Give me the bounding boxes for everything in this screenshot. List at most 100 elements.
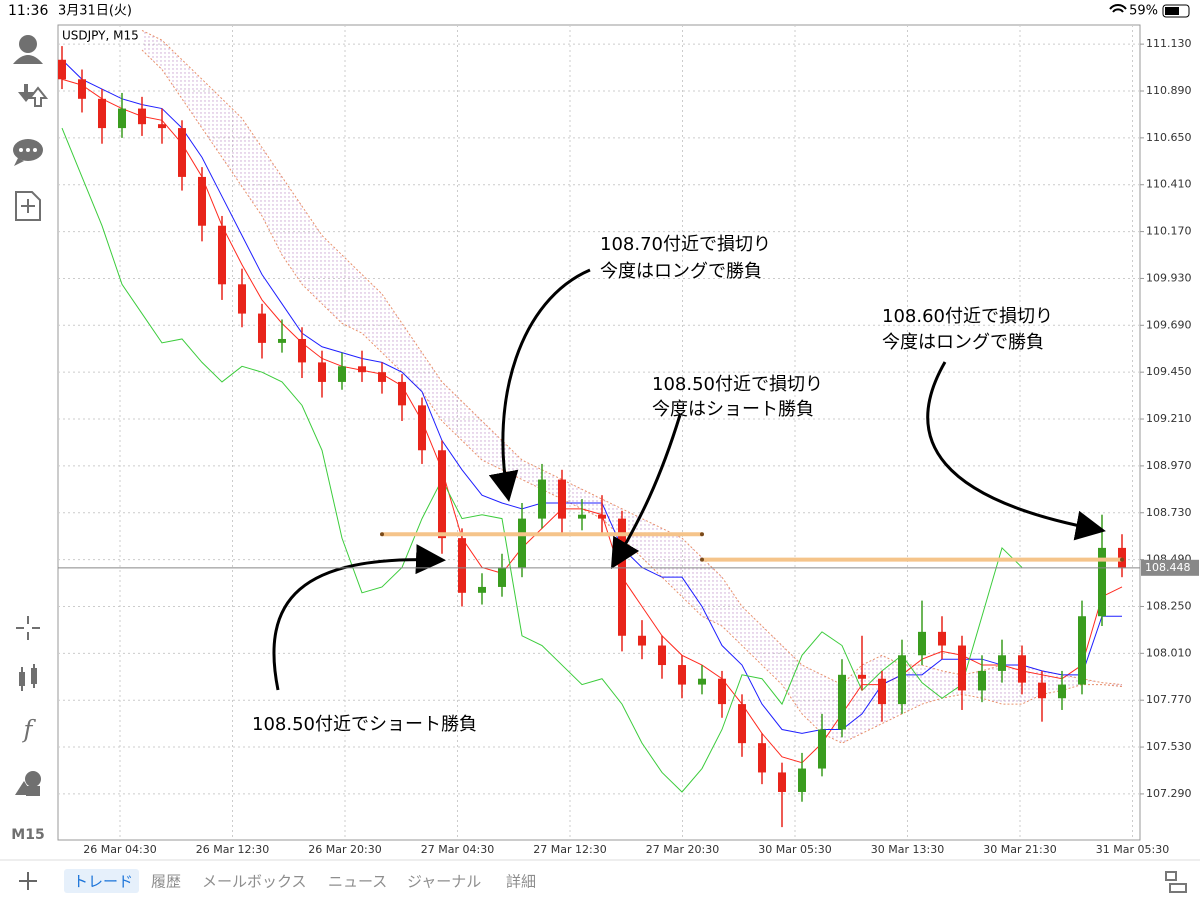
x-tick-label: 26 Mar 12:30 <box>196 843 269 856</box>
candle-body <box>958 645 966 691</box>
annotation-text: 108.70付近で損切り <box>600 234 771 255</box>
candle-body <box>878 678 886 705</box>
candle-body <box>318 362 326 382</box>
candle-body <box>558 479 566 519</box>
candle-body <box>838 674 846 730</box>
candle-body <box>418 405 426 451</box>
tab[interactable]: 履歴 <box>151 873 181 891</box>
candle-body <box>158 124 166 129</box>
indicator-icon[interactable]: f <box>22 716 37 744</box>
objects-icon[interactable] <box>15 771 41 796</box>
y-tick-label: 110.170 <box>1146 225 1192 238</box>
status-date: 3月31日(火) <box>58 4 132 19</box>
trade-icon[interactable] <box>18 84 49 107</box>
y-tick-label: 111.130 <box>1146 37 1192 50</box>
crosshair-icon[interactable] <box>16 616 40 640</box>
annotation-text: 今度はショート勝負 <box>652 399 814 420</box>
chart-type-icon[interactable] <box>19 664 37 691</box>
account-icon[interactable] <box>13 35 43 64</box>
x-tick-label: 30 Mar 21:30 <box>983 843 1056 856</box>
chart-frame <box>57 24 1141 841</box>
battery-level <box>1165 7 1179 15</box>
annotation-text: 108.60付近で損切り <box>882 306 1053 327</box>
y-tick-label: 110.890 <box>1146 84 1192 97</box>
wifi-icon <box>1109 4 1127 13</box>
candle-body <box>938 631 946 646</box>
x-tick-label: 27 Mar 12:30 <box>533 843 606 856</box>
candle-body <box>278 338 286 343</box>
candle-body <box>538 479 546 519</box>
candle-body <box>258 313 266 343</box>
y-tick-label: 107.530 <box>1146 740 1192 753</box>
arrow <box>272 544 446 691</box>
candle-body <box>218 225 226 285</box>
tab[interactable]: 詳細 <box>506 873 536 891</box>
tab[interactable]: ジャーナル <box>407 873 481 891</box>
candle-body <box>578 514 586 519</box>
x-tick-label: 27 Mar 04:30 <box>421 843 494 856</box>
candle-body <box>378 372 386 382</box>
candle-body <box>138 108 146 125</box>
annotation-text: 108.50付近でショート勝負 <box>252 714 477 735</box>
level-anchor <box>1120 557 1124 562</box>
x-tick-label: 26 Mar 20:30 <box>308 843 381 856</box>
y-tick-label: 108.730 <box>1146 506 1192 519</box>
candle-body <box>758 743 766 773</box>
y-tick-label: 110.650 <box>1146 131 1192 144</box>
candle-body <box>1038 682 1046 699</box>
annotation-text: 今度はロングで勝負 <box>600 261 762 282</box>
tab[interactable]: ニュース <box>328 873 387 891</box>
chat-icon[interactable] <box>13 139 43 166</box>
y-tick-label: 108.250 <box>1146 599 1192 612</box>
candle-body <box>78 79 86 99</box>
candle-body <box>1018 655 1026 683</box>
candle-body <box>178 128 186 177</box>
candle-body <box>518 518 526 568</box>
status-time: 11:36 <box>8 3 48 19</box>
arrow <box>610 414 682 570</box>
candle-body <box>98 98 106 129</box>
candle-body <box>718 678 726 705</box>
y-tick-label: 109.210 <box>1146 412 1192 425</box>
candle-body <box>658 645 666 666</box>
candle-body <box>738 704 746 744</box>
tab[interactable]: トレード <box>73 873 133 891</box>
candle-body <box>858 674 866 679</box>
annotations: 108.70付近で損切り 今度はロングで勝負 108.60付近で損切り 今度はロ… <box>252 234 1106 735</box>
x-tick-label: 30 Mar 05:30 <box>758 843 831 856</box>
current-price-label: 108.448 <box>1145 561 1191 574</box>
y-tick-label: 110.410 <box>1146 178 1192 191</box>
left-toolbar: f M15 <box>11 35 49 843</box>
candle-body <box>898 655 906 705</box>
indicator-line <box>61 78 1123 764</box>
layout-button[interactable] <box>1165 871 1187 893</box>
tab[interactable]: メールボックス <box>202 873 307 891</box>
arrow <box>926 361 1106 541</box>
candle-body <box>978 670 986 691</box>
level-anchor <box>700 557 704 562</box>
y-tick-label: 108.010 <box>1146 646 1192 659</box>
candle-body <box>618 518 626 636</box>
candle-body <box>778 772 786 792</box>
timeframe-button[interactable]: M15 <box>11 827 44 843</box>
symbol-label: USDJPY, M15 <box>62 29 139 43</box>
arrow <box>488 268 591 502</box>
annotation-text: 108.50付近で損切り <box>652 374 823 395</box>
indicator-line <box>61 59 1122 734</box>
y-tick-label: 109.690 <box>1146 318 1192 331</box>
y-tick-label: 109.930 <box>1146 271 1192 284</box>
candle-body <box>338 366 346 382</box>
indicator-line <box>61 127 1023 793</box>
candle-body <box>1058 684 1066 699</box>
add-button[interactable] <box>19 872 37 890</box>
candle-body <box>498 567 506 587</box>
new-order-icon[interactable] <box>15 191 41 221</box>
y-tick-label: 109.450 <box>1146 365 1192 378</box>
candle-body <box>478 586 486 593</box>
level-anchor <box>380 532 384 537</box>
candle-body <box>298 338 306 363</box>
candle-body <box>598 514 606 519</box>
candle-body <box>198 176 206 226</box>
candle-body <box>438 450 446 539</box>
